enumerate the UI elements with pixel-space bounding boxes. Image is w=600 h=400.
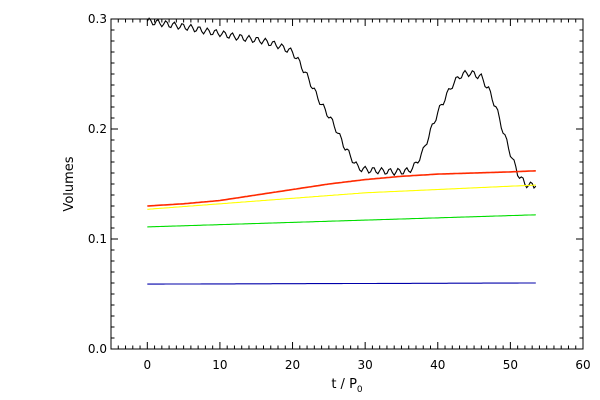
- plot-frame: [110, 18, 584, 350]
- x-tick-label: 60: [575, 358, 590, 372]
- y-tick-label: 0.3: [88, 12, 107, 26]
- y-tick-label: 0.1: [88, 232, 107, 246]
- series-line-3: [147, 184, 536, 210]
- tick-marks: [110, 18, 584, 350]
- x-axis-label: t / P0: [331, 377, 363, 395]
- y-tick-label: 0.0: [88, 342, 107, 356]
- series-line-2: [147, 170, 536, 207]
- series-line-5: [147, 282, 536, 285]
- series-layer: [146, 17, 537, 285]
- series-line-4: [147, 214, 536, 228]
- x-tick-label: 10: [212, 358, 227, 372]
- series-line-1: [146, 17, 537, 189]
- y-axis-label: Volumes: [62, 156, 77, 211]
- y-tick-labels: 0.0 0.1 0.2 0.3: [88, 12, 107, 356]
- x-tick-label: 50: [503, 358, 518, 372]
- x-tick-label: 0: [143, 358, 151, 372]
- x-tick-label: 30: [358, 358, 373, 372]
- x-tick-label: 20: [285, 358, 300, 372]
- x-tick-labels: 0 10 20 30 40 50 60: [143, 358, 590, 372]
- y-tick-label: 0.2: [88, 122, 107, 136]
- x-tick-label: 40: [430, 358, 445, 372]
